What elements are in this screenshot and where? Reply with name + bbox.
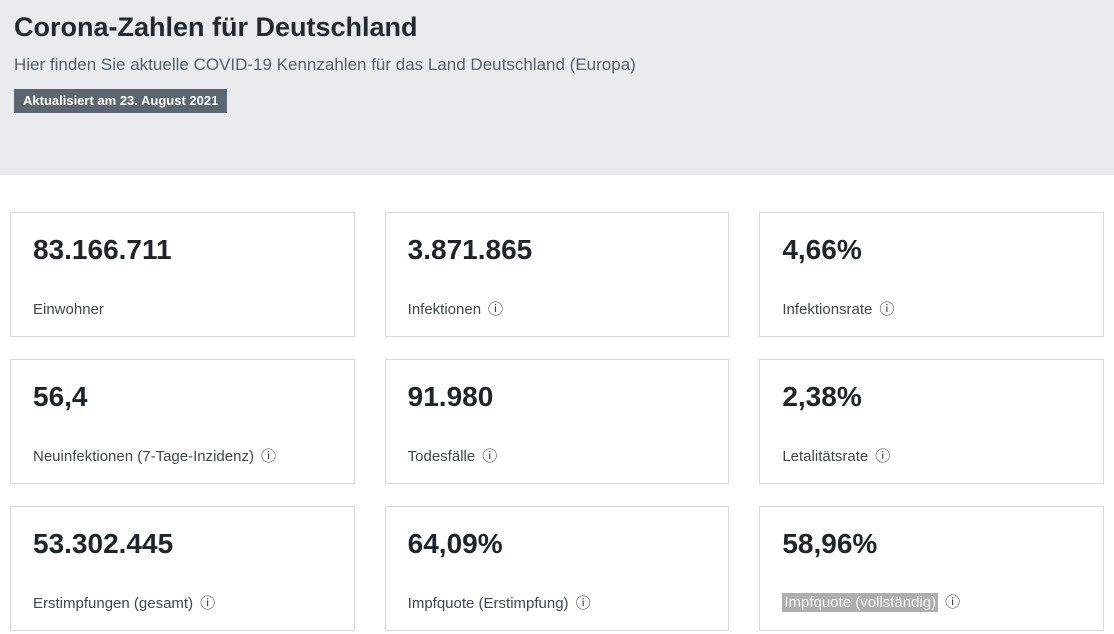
stat-value: 56,4	[33, 381, 88, 412]
stat-label: Einwohner	[33, 301, 104, 318]
stat-card-impfquote-vollstaendig: 58,96% Impfquote (vollständig) ⓘ	[759, 506, 1104, 631]
info-icon[interactable]: ⓘ	[879, 301, 895, 318]
stat-value: 91.980	[407, 381, 494, 412]
stats-grid: 83.166.711 Einwohner 3.871.865 Infektion…	[0, 212, 1114, 631]
stat-card-todesfaelle: 91.980 Todesfälle ⓘ	[384, 359, 730, 484]
stat-label: Infektionen	[407, 301, 482, 318]
stat-card-neuinfektionen: 56,4 Neuinfektionen (7-Tage-Inzidenz) ⓘ	[10, 359, 355, 484]
info-icon[interactable]: ⓘ	[260, 448, 276, 465]
stat-label: Erstimpfungen (gesamt)	[33, 595, 194, 612]
stat-value: 83.166.711	[33, 234, 172, 265]
stat-label: Impfquote (Erstimpfung)	[407, 595, 569, 612]
stat-card-erstimpfungen: 53.302.445 Erstimpfungen (gesamt) ⓘ	[10, 506, 355, 631]
stat-label: Neuinfektionen (7-Tage-Inzidenz)	[33, 448, 254, 465]
info-icon[interactable]: ⓘ	[875, 448, 891, 465]
page-header: Corona-Zahlen für Deutschland Hier finde…	[0, 0, 1114, 175]
stat-card-impfquote-erstimpfung: 64,09% Impfquote (Erstimpfung) ⓘ	[384, 506, 730, 631]
info-icon[interactable]: ⓘ	[482, 448, 498, 465]
info-icon[interactable]: ⓘ	[575, 595, 591, 612]
stat-value: 2,38%	[782, 381, 862, 412]
page-subtitle: Hier finden Sie aktuelle COVID-19 Kennza…	[14, 55, 636, 74]
stat-card-letalitaetsrate: 2,38% Letalitätsrate ⓘ	[759, 359, 1104, 484]
stat-label: Letalitätsrate	[782, 448, 869, 465]
stat-value: 64,09%	[407, 528, 503, 559]
page-title: Corona-Zahlen für Deutschland	[14, 12, 418, 42]
stat-label: Todesfälle	[407, 448, 476, 465]
stat-label-selected: Impfquote (vollständig)	[782, 593, 939, 612]
info-icon[interactable]: ⓘ	[945, 594, 961, 611]
stat-card-infektionsrate: 4,66% Infektionsrate ⓘ	[759, 212, 1104, 337]
stat-value: 53.302.445	[33, 528, 174, 559]
updated-badge: Aktualisiert am 23. August 2021	[14, 89, 228, 113]
stat-card-infektionen: 3.871.865 Infektionen ⓘ	[384, 212, 730, 337]
info-icon[interactable]: ⓘ	[488, 301, 504, 318]
stat-value: 58,96%	[782, 528, 878, 559]
stat-value: 4,66%	[782, 234, 862, 265]
stat-value: 3.871.865	[407, 234, 533, 265]
info-icon[interactable]: ⓘ	[200, 595, 216, 612]
stat-label: Infektionsrate	[782, 301, 873, 318]
stat-card-einwohner: 83.166.711 Einwohner	[10, 212, 355, 337]
